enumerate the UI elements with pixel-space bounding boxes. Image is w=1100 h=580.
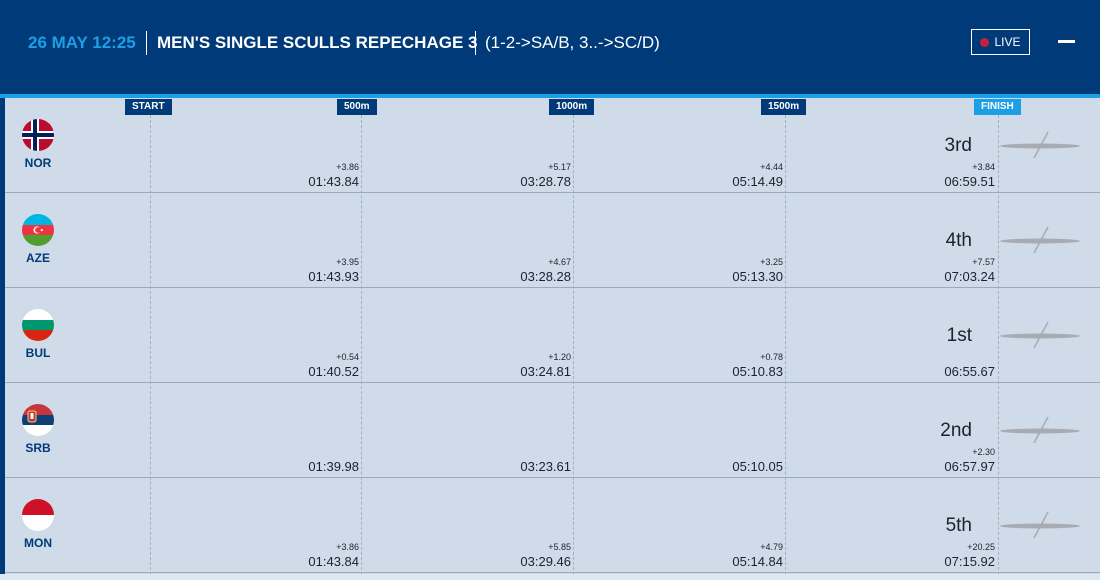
race-title: MEN'S SINGLE SCULLS REPECHAGE 3 [157, 33, 478, 52]
finish-line [998, 115, 999, 580]
marker-finish: FINISH [974, 99, 1021, 115]
boat-icon [1000, 511, 1080, 539]
crew-country-code: BUL [25, 346, 51, 360]
progression-rules: (1-2->SA/B, 3..->SC/D) [485, 33, 660, 52]
marker-1000m: 1000m [549, 99, 595, 115]
split-500-time: 01:40.52 [308, 364, 359, 379]
boat-icon [1000, 226, 1080, 254]
finish-diff: +20.25 [967, 542, 995, 552]
split-1500-time: 05:10.05 [732, 459, 783, 474]
split-1000-diff: +5.17 [548, 162, 571, 172]
live-button[interactable]: LIVE [971, 29, 1030, 55]
marker-500m: 500m [337, 99, 377, 115]
finish-rank: 4th [945, 230, 972, 251]
split-500-diff: +3.86 [336, 162, 359, 172]
finish-diff: +7.57 [972, 257, 995, 267]
split-1500-diff: +4.79 [760, 542, 783, 552]
header-separator [146, 31, 147, 55]
race-date-time: 26 MAY 12:25 [28, 33, 136, 52]
finish-time: 06:55.67 [944, 364, 995, 379]
live-dot-icon [980, 37, 990, 47]
boat-icon [1000, 131, 1080, 159]
finish-diff: +2.30 [972, 447, 995, 457]
crew-country-code: NOR [24, 156, 52, 170]
finish-rank: 5th [945, 515, 972, 536]
split-1500-diff: +0.78 [760, 352, 783, 362]
split-1000-time: 03:28.78 [520, 174, 571, 189]
split-1000-diff: +5.85 [548, 542, 571, 552]
azerbaijan-flag-icon [22, 214, 54, 246]
boat-icon [1000, 321, 1080, 349]
race-header: 26 MAY 12:25 MEN'S SINGLE SCULLS REPECHA… [0, 0, 1100, 94]
monaco-flag-icon [22, 499, 54, 531]
split-1500-time: 05:13.30 [732, 269, 783, 284]
marker-1500m: 1500m [761, 99, 807, 115]
split-1000-time: 03:23.61 [520, 459, 571, 474]
split-line-1500m [785, 115, 786, 580]
finish-rank: 3rd [944, 135, 972, 156]
split-500-time: 01:43.84 [308, 174, 359, 189]
collapse-icon[interactable] [1058, 40, 1075, 43]
split-line-500m [361, 115, 362, 580]
boat-icon [1000, 416, 1080, 444]
finish-time: 07:15.92 [944, 554, 995, 569]
split-1000-diff: +4.67 [548, 257, 571, 267]
serbia-flag-icon [22, 404, 54, 436]
split-500-time: 01:43.93 [308, 269, 359, 284]
finish-diff: +3.84 [972, 162, 995, 172]
split-1500-time: 05:10.83 [732, 364, 783, 379]
split-line-1000m [573, 115, 574, 580]
crew-row-bul[interactable]: BUL +0.54 01:40.52 +1.20 03:24.81 +0.78 … [5, 288, 1100, 383]
finish-time: 06:57.97 [944, 459, 995, 474]
split-500-time: 01:39.98 [308, 459, 359, 474]
split-1500-diff: +3.25 [760, 257, 783, 267]
footer-strip [0, 574, 1100, 580]
split-1000-time: 03:24.81 [520, 364, 571, 379]
split-1500-time: 05:14.84 [732, 554, 783, 569]
marker-start: START [125, 99, 172, 115]
start-line [150, 115, 151, 580]
crew-row-aze[interactable]: AZE +3.95 01:43.93 +4.67 03:28.28 +3.25 … [5, 193, 1100, 288]
split-1000-time: 03:29.46 [520, 554, 571, 569]
finish-rank: 1st [946, 325, 972, 346]
crew-row-srb[interactable]: SRB 01:39.98 03:23.61 05:10.05 2nd +2.30… [5, 383, 1100, 478]
live-label: LIVE [994, 35, 1021, 49]
header-separator [475, 31, 476, 55]
finish-time: 06:59.51 [944, 174, 995, 189]
left-stripe [0, 98, 5, 580]
split-500-diff: +3.95 [336, 257, 359, 267]
header-accent-bar [0, 94, 1100, 98]
finish-time: 07:03.24 [944, 269, 995, 284]
crew-country-code: SRB [25, 441, 51, 455]
split-1000-diff: +1.20 [548, 352, 571, 362]
split-1500-time: 05:14.49 [732, 174, 783, 189]
crew-row-nor[interactable]: NOR +3.86 01:43.84 +5.17 03:28.78 +4.44 … [5, 98, 1100, 193]
split-500-diff: +0.54 [336, 352, 359, 362]
split-1000-time: 03:28.28 [520, 269, 571, 284]
crew-country-code: AZE [26, 251, 50, 265]
split-500-time: 01:43.84 [308, 554, 359, 569]
bulgaria-flag-icon [22, 309, 54, 341]
split-500-diff: +3.86 [336, 542, 359, 552]
split-1500-diff: +4.44 [760, 162, 783, 172]
crew-country-code: MON [24, 536, 52, 550]
finish-rank: 2nd [940, 420, 972, 441]
crew-row-mon[interactable]: MON +3.86 01:43.84 +5.85 03:29.46 +4.79 … [5, 478, 1100, 573]
norway-flag-icon [22, 119, 54, 151]
